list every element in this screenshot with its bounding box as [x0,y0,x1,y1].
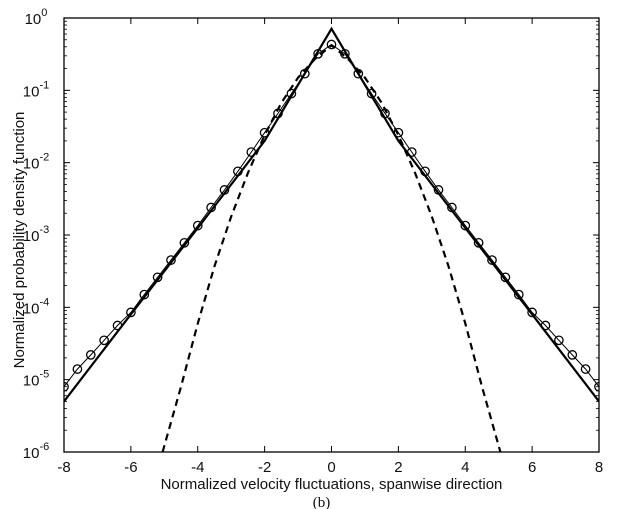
series-point-circle [99,335,109,346]
series-point-circle [219,185,230,195]
x-tick-label: 2 [394,459,402,476]
x-tick-label: 4 [461,459,469,476]
series-point-circle [353,68,364,79]
series-point-circle [246,147,257,157]
series-line-thin [64,43,599,388]
plot-frame [63,17,600,453]
x-tick-label: -6 [124,459,137,476]
y-tick-label: 10-6 [23,441,49,462]
series-point-circle [259,127,270,138]
x-tick-label: -2 [258,459,271,476]
series-point-circle [473,237,484,248]
series-point-circle [513,289,524,300]
series-point-circle [152,272,163,283]
series-point-circle [273,108,283,119]
x-tick-label: 6 [528,459,536,476]
series-point-circle [433,185,444,195]
series-point-circle [540,320,551,331]
series-point-circle [420,166,430,177]
series-point-circle [406,147,417,157]
series-point-circle [299,68,310,79]
x-tick-label: -4 [191,459,204,476]
x-tick-label: -8 [57,459,70,476]
y-tick-label: 10-1 [23,79,49,100]
series-point-circle [554,335,564,346]
series-point-circle [166,255,176,265]
series-point-circle [380,108,390,119]
x-tick-label: 0 [327,459,335,476]
x-axis-label: Normalized velocity fluctuations, spanwi… [161,476,503,493]
x-tick-label: 8 [595,459,603,476]
series-point-circle [206,202,216,213]
series-point-circle [179,237,190,248]
series-point-circle [500,272,511,283]
x-tick-labels: -8 -6 -4 -2 0 2 4 6 8 [57,459,603,476]
series-point-circle [580,364,591,374]
series-group [64,26,599,452]
series-point-circle [126,307,136,318]
series-point-circle [460,220,471,231]
series-point-circle [192,220,203,231]
series-point-circle [326,39,337,50]
series-point-circle [233,166,243,177]
series-point-circle [366,88,377,99]
series-point-circle [112,320,123,331]
series-line-dashed [161,43,502,452]
series-point-circle [286,88,297,99]
series-point-circle [72,364,83,374]
series-point-circle [139,289,150,300]
series-point-circle [313,48,323,59]
series-point-circle [64,381,69,392]
series-point-circle [393,127,404,138]
y-tick-label: 10-5 [23,369,49,390]
series-line-solid [64,26,599,403]
series-point-circle [567,350,578,360]
series-point-circle [487,255,497,265]
y-axis-label: Normalized probability density function [11,112,28,369]
series-point-circle [527,307,537,318]
series-point-circle [340,48,350,59]
series-point-circle [85,350,96,360]
tick-marks [63,17,600,453]
panel-label: (b) [313,495,331,509]
series-layer [64,26,599,452]
y-tick-label: 100 [25,7,48,28]
series-point-circle [447,202,457,213]
